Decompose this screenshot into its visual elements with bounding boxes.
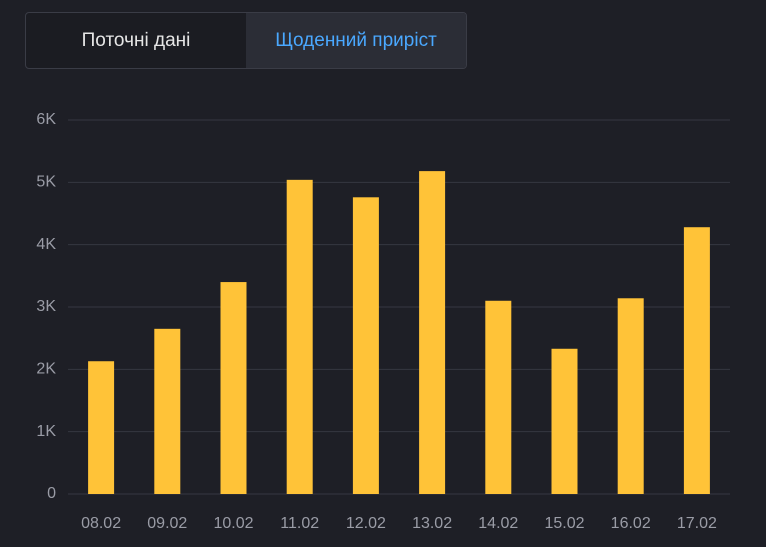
- x-tick-label: 14.02: [478, 515, 518, 532]
- x-tick-label: 16.02: [611, 515, 651, 532]
- x-tick-label: 17.02: [677, 515, 717, 532]
- x-tick-label: 13.02: [412, 515, 452, 532]
- y-tick-label: 5K: [36, 174, 56, 191]
- bar: [551, 348, 578, 494]
- x-tick-label: 08.02: [81, 515, 121, 532]
- tab[interactable]: Поточні дані: [81, 29, 191, 51]
- bar: [683, 227, 710, 495]
- y-tick-label: 6K: [36, 111, 56, 128]
- y-tick-label: 4K: [36, 236, 56, 253]
- tab[interactable]: Щоденний приріст: [246, 13, 466, 68]
- x-tick-label: 11.02: [280, 515, 319, 532]
- bar: [617, 298, 644, 494]
- bar: [419, 171, 446, 494]
- bar: [220, 282, 247, 494]
- bar: [286, 179, 313, 494]
- bar: [154, 328, 181, 494]
- y-tick-label: 2K: [36, 361, 56, 378]
- y-tick-label: 1K: [36, 423, 56, 440]
- y-tick-label: 3K: [36, 298, 56, 315]
- y-tick-label: 0: [47, 485, 56, 502]
- bar: [88, 361, 115, 494]
- x-tick-label: 09.02: [147, 515, 187, 532]
- bar: [485, 300, 512, 494]
- bar: [352, 197, 379, 494]
- x-tick-label: 10.02: [213, 515, 253, 532]
- x-tick-label: 15.02: [544, 515, 584, 532]
- x-tick-label: 12.02: [346, 515, 386, 532]
- tab-bar: Поточні дані Щоденний приріст: [25, 12, 467, 69]
